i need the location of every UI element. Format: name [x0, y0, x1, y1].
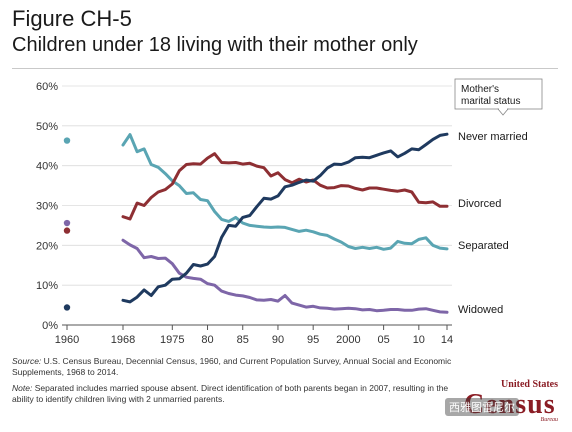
title-divider — [12, 68, 558, 69]
y-tick-label: 30% — [36, 201, 58, 213]
series-label-never-married: Never married — [458, 131, 528, 143]
line-chart: 0% 10% 20% 30% 40% 50% 60% 1960 1968 1975 80 85 90 9… — [36, 78, 543, 346]
y-tick-label: 10% — [36, 280, 58, 292]
source-label: Source: — [12, 356, 42, 366]
y-tick-label: 50% — [36, 121, 58, 133]
census-logo: United States Census Bureau — [462, 379, 566, 425]
footnotes: Source: U.S. Census Bureau, Decennial Ce… — [12, 356, 462, 410]
note-text: Separated includes married spouse absent… — [12, 383, 449, 404]
y-axis-ticks: 0% 10% 20% 30% 40% 50% 60% — [36, 81, 58, 332]
series-line-widowed — [121, 238, 449, 314]
note-label: Note: — [12, 383, 33, 393]
legend-box-border — [454, 78, 543, 110]
legend-box-line-1: Mother's — [461, 84, 499, 95]
title-block: Figure CH-5 Children under 18 living wit… — [12, 6, 418, 58]
x-tick-label: 1968 — [111, 334, 135, 346]
logo-main-text: Census — [464, 389, 556, 420]
x-tick-label: 1960 — [55, 334, 79, 346]
y-tick-label: 40% — [36, 161, 58, 173]
source-text: U.S. Census Bureau, Decennial Census, 19… — [12, 356, 452, 377]
y-tick-label: 20% — [36, 240, 58, 252]
x-tick-label: 05 — [377, 334, 389, 346]
series-label-separated: Separated — [458, 240, 509, 252]
point-1960-never-married — [63, 304, 71, 311]
series-lines — [121, 132, 449, 314]
legend-box-line-2: marital status — [461, 96, 520, 107]
figure-title: Children under 18 living with their moth… — [12, 34, 418, 56]
series-label-divorced: Divorced — [458, 198, 501, 210]
x-tick-label: 1975 — [160, 334, 184, 346]
point-1960-separated — [63, 137, 71, 144]
watermark: 西雅图雷尼尔 — [445, 398, 519, 416]
x-tick-label: 80 — [201, 334, 213, 346]
x-tick-label: 2000 — [336, 334, 360, 346]
x-tick-label: 14 — [441, 334, 453, 346]
x-tick-label: 95 — [307, 334, 319, 346]
x-tick-label: 85 — [237, 334, 249, 346]
y-tick-label: 0% — [42, 320, 58, 332]
series-labels: Never married Divorced Separated Widowed — [458, 131, 528, 316]
points-1960 — [63, 137, 71, 311]
point-1960-widowed — [63, 219, 71, 227]
source-note: Source: U.S. Census Bureau, Decennial Ce… — [12, 356, 462, 378]
x-tick-label: 90 — [272, 334, 284, 346]
point-1960-divorced — [63, 227, 71, 234]
legend-box-pointer — [497, 108, 509, 116]
series-line-never-married — [121, 132, 449, 304]
explanatory-note: Note: Separated includes married spouse … — [12, 383, 462, 405]
y-tick-label: 60% — [36, 81, 58, 93]
x-axis-ticks: 1960 1968 1975 80 85 90 95 2000 05 10 14 — [55, 325, 453, 346]
figure-label: Figure CH-5 — [12, 6, 132, 31]
logo-top-text: United States — [501, 379, 558, 390]
series-label-widowed: Widowed — [458, 304, 503, 316]
x-tick-label: 10 — [413, 334, 425, 346]
logo-sub-text: Bureau — [540, 417, 558, 423]
